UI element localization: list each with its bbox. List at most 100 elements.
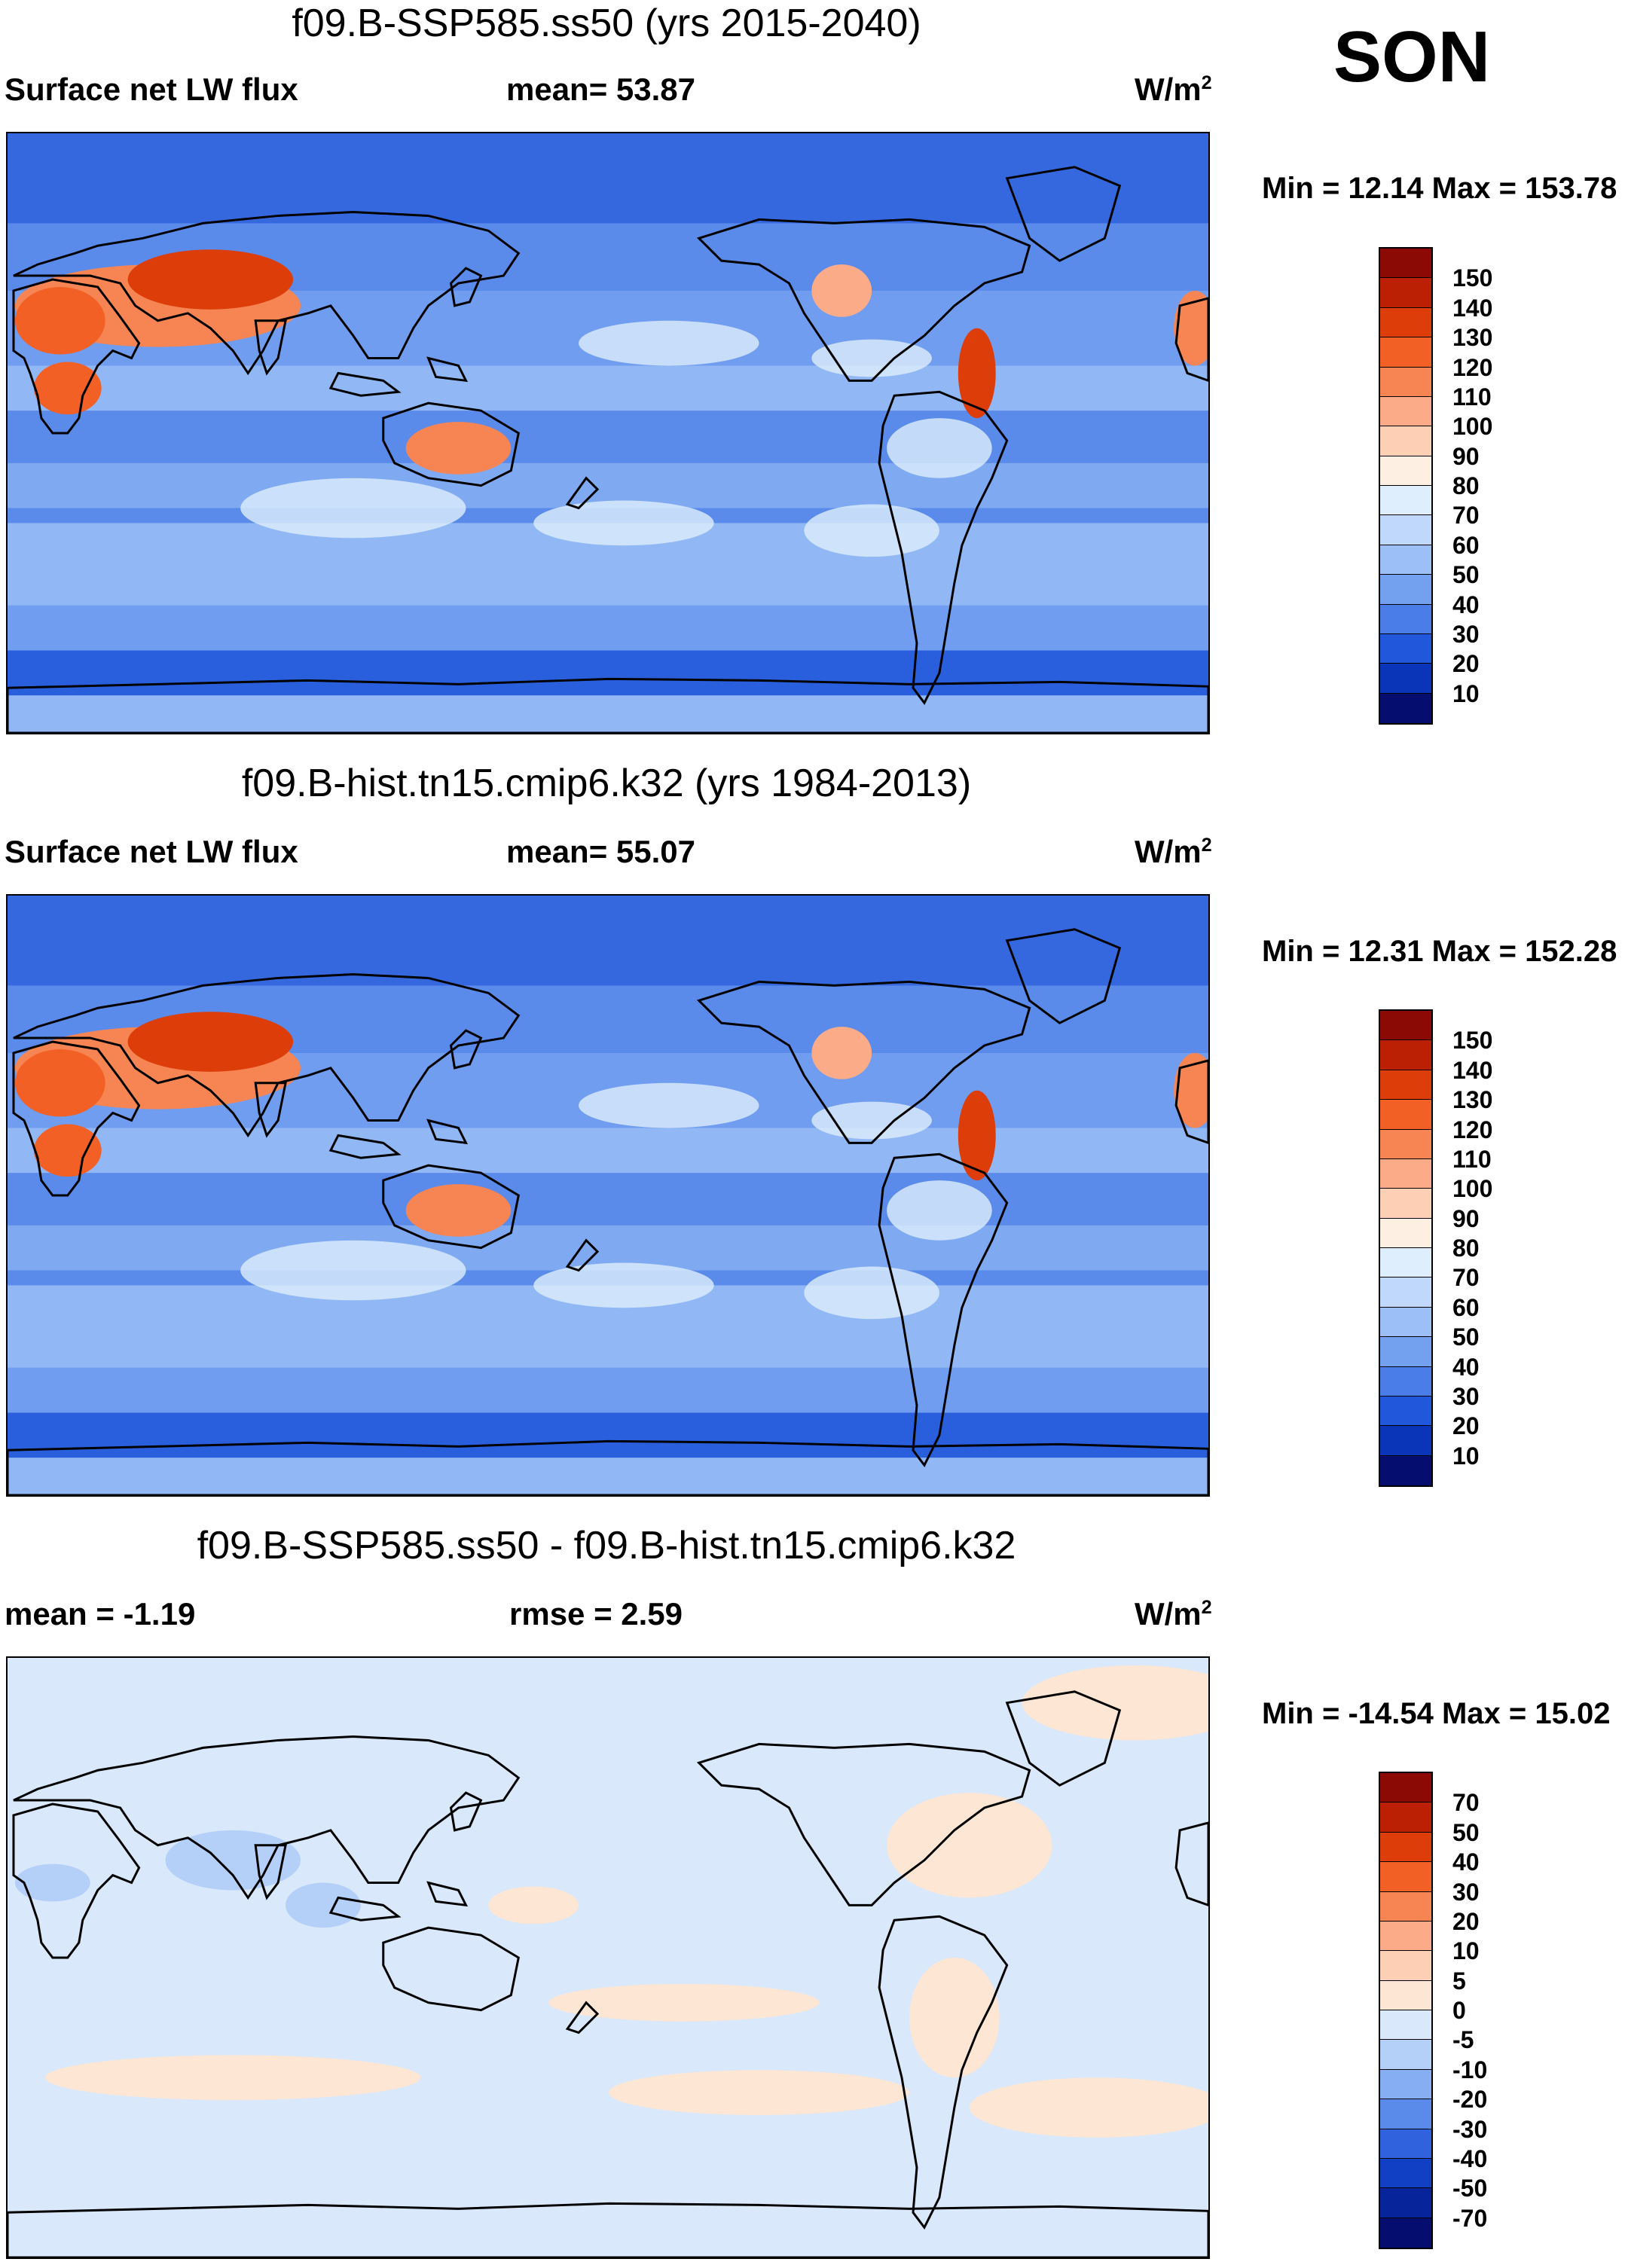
colorbar-swatch — [1380, 2129, 1431, 2159]
colorbar-tick-label: 50 — [1452, 561, 1480, 589]
colorbar-swatch — [1380, 337, 1431, 368]
colorbar-tick-label: 100 — [1452, 1175, 1493, 1203]
colorbar-tick-label: 40 — [1452, 1353, 1480, 1381]
panel-3-rmse-label: rmse = 2.59 — [509, 1596, 683, 1632]
colorbar-tick-label: 70 — [1452, 502, 1480, 530]
colorbar-tick-label: 110 — [1452, 383, 1492, 411]
colorbar-tick-label: 90 — [1452, 1204, 1480, 1232]
colorbar-tick-label: 10 — [1452, 1937, 1480, 1965]
panel-1-colorbar — [1379, 247, 1433, 725]
colorbar-swatch — [1380, 1248, 1431, 1278]
colorbar-tick-label: 70 — [1452, 1264, 1480, 1292]
colorbar-swatch — [1380, 1070, 1431, 1100]
colorbar-swatch — [1380, 456, 1431, 486]
colorbar-tick-label: -30 — [1452, 2115, 1488, 2143]
colorbar-swatch — [1380, 1921, 1431, 1952]
panel-2-minmax: Min = 12.31 Max = 152.28 — [1262, 935, 1617, 968]
panel-1-variable-label: Surface net LW flux — [5, 72, 298, 107]
colorbar-swatch — [1380, 1396, 1431, 1427]
colorbar-swatch — [1380, 1832, 1431, 1863]
panel-3-colorbar — [1379, 1772, 1433, 2249]
colorbar-swatch — [1380, 1951, 1431, 1981]
colorbar-swatch — [1380, 1011, 1431, 1041]
colorbar-swatch — [1380, 426, 1431, 456]
colorbar-tick-label: -5 — [1452, 2026, 1474, 2054]
colorbar-swatch — [1380, 2188, 1431, 2218]
colorbar-tick-label: 130 — [1452, 1086, 1493, 1114]
colorbar-swatch — [1380, 604, 1431, 634]
colorbar-swatch — [1380, 307, 1431, 338]
panel-3-map — [6, 1656, 1210, 2259]
colorbar-tick-label: 130 — [1452, 324, 1493, 352]
colorbar-swatch — [1380, 1455, 1431, 1485]
colorbar-swatch — [1380, 575, 1431, 605]
colorbar-tick-label: 60 — [1452, 531, 1480, 559]
colorbar-swatch — [1380, 1980, 1431, 2010]
colorbar-tick-label: 100 — [1452, 413, 1493, 441]
colorbar-swatch — [1380, 2069, 1431, 2100]
colorbar-tick-label: -40 — [1452, 2144, 1488, 2172]
colorbar-tick-label: 20 — [1452, 1907, 1480, 1935]
colorbar-swatch — [1380, 1158, 1431, 1189]
panel-1-units: W/m2 — [1135, 72, 1212, 107]
colorbar-swatch — [1380, 367, 1431, 397]
colorbar-swatch — [1380, 2099, 1431, 2129]
panel-2-title: f09.B-hist.tn15.cmip6.k32 (yrs 1984-2013… — [241, 762, 972, 805]
panel-2-variable-label: Surface net LW flux — [5, 834, 298, 869]
colorbar-swatch — [1380, 693, 1431, 723]
colorbar-tick-label: 30 — [1452, 620, 1480, 648]
colorbar-tick-label: 150 — [1452, 1027, 1493, 1055]
colorbar-tick-label: 140 — [1452, 294, 1493, 322]
colorbar-tick-label: 10 — [1452, 679, 1480, 707]
colorbar-tick-label: 30 — [1452, 1382, 1480, 1410]
colorbar-tick-label: 70 — [1452, 1789, 1480, 1817]
colorbar-swatch — [1380, 2010, 1431, 2041]
season-label: SON — [1333, 17, 1491, 97]
panel-1-map — [6, 132, 1210, 734]
colorbar-tick-label: -10 — [1452, 2056, 1488, 2083]
colorbar-swatch — [1380, 633, 1431, 664]
colorbar-tick-label: 140 — [1452, 1056, 1493, 1084]
colorbar-swatch — [1380, 1218, 1431, 1248]
panel-3-units: W/m2 — [1135, 1596, 1212, 1632]
colorbar-tick-label: 120 — [1452, 353, 1493, 381]
panel-1-mean-label: mean= 53.87 — [506, 72, 696, 107]
colorbar-tick-label: 50 — [1452, 1323, 1480, 1351]
colorbar-tick-label: -50 — [1452, 2175, 1488, 2202]
colorbar-swatch — [1380, 1862, 1431, 1892]
colorbar-swatch — [1380, 396, 1431, 427]
colorbar-tick-label: 30 — [1452, 1878, 1480, 1906]
colorbar-tick-label: 60 — [1452, 1293, 1480, 1321]
panel-3-mean-label: mean = -1.19 — [5, 1596, 196, 1632]
colorbar-swatch — [1380, 1337, 1431, 1367]
panel-2-map — [6, 894, 1210, 1497]
colorbar-tick-label: -70 — [1452, 2204, 1488, 2232]
panel-1-minmax: Min = 12.14 Max = 153.78 — [1262, 172, 1617, 205]
colorbar-swatch — [1380, 664, 1431, 694]
colorbar-tick-label: 120 — [1452, 1116, 1493, 1143]
colorbar-swatch — [1380, 2158, 1431, 2189]
colorbar-swatch — [1380, 1773, 1431, 1803]
colorbar-swatch — [1380, 545, 1431, 575]
colorbar-swatch — [1380, 1189, 1431, 1219]
colorbar-tick-label: 50 — [1452, 1818, 1480, 1846]
panel-2-mean-label: mean= 55.07 — [506, 834, 696, 869]
colorbar-tick-label: 80 — [1452, 1235, 1480, 1262]
panel-2-units: W/m2 — [1135, 834, 1212, 869]
colorbar-tick-label: 5 — [1452, 1967, 1466, 1995]
colorbar-tick-label: 110 — [1452, 1145, 1492, 1173]
colorbar-swatch — [1380, 249, 1431, 279]
panel-3-title: f09.B-SSP585.ss50 - f09.B-hist.tn15.cmip… — [197, 1524, 1016, 1567]
colorbar-swatch — [1380, 1100, 1431, 1130]
colorbar-swatch — [1380, 515, 1431, 545]
colorbar-swatch — [1380, 1891, 1431, 1922]
colorbar-tick-label: 80 — [1452, 472, 1480, 499]
panel-2-colorbar — [1379, 1009, 1433, 1487]
colorbar-tick-label: 20 — [1452, 650, 1480, 678]
colorbar-swatch — [1380, 2040, 1431, 2070]
colorbar-tick-label: 20 — [1452, 1412, 1480, 1440]
colorbar-swatch — [1380, 486, 1431, 516]
colorbar-swatch — [1380, 1040, 1431, 1070]
colorbar-swatch — [1380, 1307, 1431, 1338]
colorbar-tick-label: 90 — [1452, 442, 1480, 470]
